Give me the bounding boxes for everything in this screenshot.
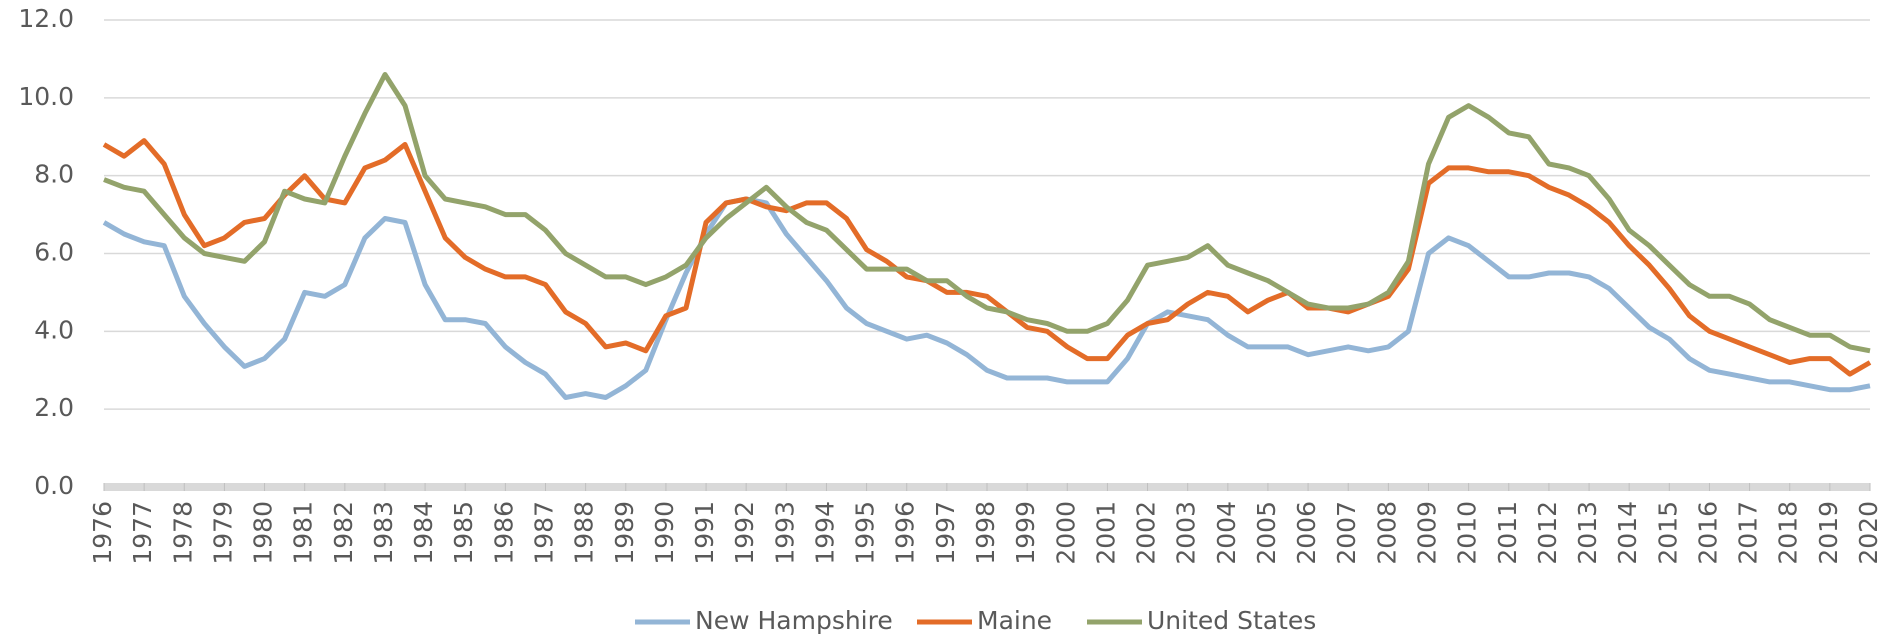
x-tick-label: 1991 [690, 501, 719, 565]
x-tick-label: 2001 [1091, 501, 1120, 565]
x-tick-label: 1997 [931, 501, 960, 565]
x-tick-label: 2014 [1613, 501, 1642, 565]
x-tick-label: 1986 [489, 501, 518, 565]
x-tick-label: 2010 [1453, 501, 1482, 565]
x-tick-label: 1983 [369, 501, 398, 565]
x-tick-label: 1989 [610, 501, 639, 565]
x-tick-label: 1995 [851, 501, 880, 565]
x-tick-label: 2008 [1372, 501, 1401, 565]
x-tick-label: 2006 [1292, 501, 1321, 565]
x-tick-label: 1993 [770, 501, 799, 565]
x-tick-label: 1985 [449, 501, 478, 565]
x-tick-label: 1981 [289, 501, 318, 565]
series-line [103, 72, 1871, 354]
x-tick-label: 2011 [1493, 501, 1522, 565]
x-tick-label: 2009 [1413, 501, 1442, 565]
y-tick-label: 6.0 [34, 238, 74, 267]
x-tick-label: 1992 [730, 501, 759, 565]
x-tick-label: 2020 [1854, 501, 1880, 565]
x-tick-label: 1999 [1011, 501, 1040, 565]
y-tick-label: 2.0 [34, 393, 74, 422]
x-tick-label: 1987 [530, 501, 559, 565]
x-tick-label: 1980 [249, 501, 278, 565]
y-tick-label: 0.0 [34, 471, 74, 500]
y-tick-label: 10.0 [18, 82, 74, 111]
x-tick-label: 2019 [1814, 501, 1843, 565]
series-line [102, 196, 1871, 400]
y-tick-label: 12.0 [18, 4, 74, 33]
x-tick-label: 2007 [1332, 501, 1361, 565]
x-tick-label: 2018 [1774, 501, 1803, 565]
x-tick-label: 2005 [1252, 501, 1281, 565]
x-tick-label: 1996 [891, 501, 920, 565]
series-line [102, 138, 1872, 377]
x-tick-label: 1979 [208, 501, 237, 565]
y-tick-label: 4.0 [34, 315, 74, 344]
x-tick-label: 2012 [1533, 501, 1562, 565]
x-tick-label: 1988 [570, 501, 599, 565]
x-tick-label: 1978 [168, 501, 197, 565]
x-tick-label: 1990 [650, 501, 679, 565]
legend-label: Maine [977, 606, 1052, 635]
x-tick-label: 2004 [1212, 501, 1241, 565]
x-tick-label: 2003 [1172, 501, 1201, 565]
x-tick-label: 2016 [1693, 501, 1722, 565]
y-tick-label: 8.0 [34, 160, 74, 189]
x-tick-label: 1976 [88, 501, 117, 565]
x-tick-label: 1998 [971, 501, 1000, 565]
x-tick-label: 2000 [1051, 501, 1080, 565]
x-tick-label: 1994 [810, 501, 839, 565]
x-tick-label: 1984 [409, 501, 438, 565]
x-tick-label: 2015 [1653, 501, 1682, 565]
x-tick-label: 2002 [1132, 501, 1161, 565]
x-tick-label: 2017 [1734, 501, 1763, 565]
x-tick-label: 1977 [128, 501, 157, 565]
legend-label: New Hampshire [695, 606, 893, 635]
x-tick-label: 2013 [1573, 501, 1602, 565]
legend-label: United States [1147, 606, 1316, 635]
x-tick-label: 1982 [329, 501, 358, 565]
